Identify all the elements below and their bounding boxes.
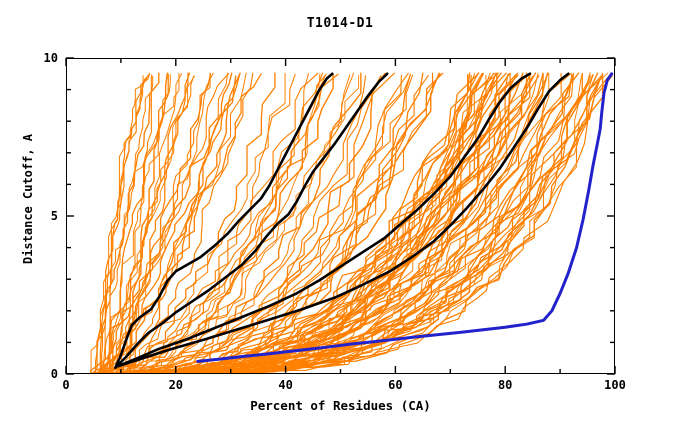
chart-curve	[122, 73, 321, 374]
chart-curve	[101, 72, 396, 374]
page-title: T1014-D1	[306, 16, 374, 31]
chart-curve	[93, 73, 441, 374]
chart-curve	[116, 72, 229, 374]
chart-curve	[123, 73, 310, 374]
chart-curve	[90, 72, 233, 374]
plot-area	[65, 57, 616, 375]
chart-curve	[116, 72, 497, 374]
x-tick-label: 60	[388, 378, 403, 392]
x-tick-label: 20	[168, 378, 184, 392]
chart-curve	[102, 75, 144, 374]
chart-curve	[114, 72, 334, 369]
chart-curve	[100, 75, 195, 374]
chart-curve	[117, 72, 484, 374]
chart-curve	[100, 75, 367, 374]
chart-curve	[110, 72, 189, 374]
chart-curve	[105, 73, 169, 374]
best-curve-group	[196, 72, 614, 363]
x-axis-label: Percent of Residues (CA)	[250, 398, 431, 413]
chart-curve	[116, 72, 532, 368]
chart-curve	[101, 73, 230, 374]
chart-curve	[91, 72, 160, 374]
x-tick-label: 100	[604, 378, 626, 392]
chart-curve	[124, 72, 544, 374]
chart-curve	[103, 73, 183, 374]
chart-curve	[107, 72, 355, 374]
chart-curve	[122, 72, 386, 374]
chart-curve	[120, 74, 152, 374]
chart-curve	[117, 72, 324, 374]
chart-curve	[114, 72, 389, 369]
chart-curve	[114, 73, 604, 374]
chart-curve	[196, 72, 614, 363]
y-axis-label: Distance Cutoff, A	[21, 133, 35, 265]
x-tick-label: 0	[62, 378, 70, 392]
y-axis-label-container: Distance Cutoff, A	[14, 58, 42, 374]
chart-curve	[93, 74, 528, 374]
chart-curve	[122, 72, 169, 374]
chart-curve	[90, 74, 171, 374]
x-tick-label: 40	[278, 378, 293, 392]
chart-canvas	[90, 72, 614, 374]
x-tick-label: 80	[497, 378, 513, 392]
chart-curve	[90, 72, 519, 374]
chart-curve	[99, 72, 151, 374]
highlight-curve-group	[114, 72, 570, 369]
chart-curve	[101, 73, 212, 374]
chart-curve	[109, 75, 382, 374]
chart-curve	[116, 72, 570, 368]
chart-curve	[125, 72, 444, 374]
